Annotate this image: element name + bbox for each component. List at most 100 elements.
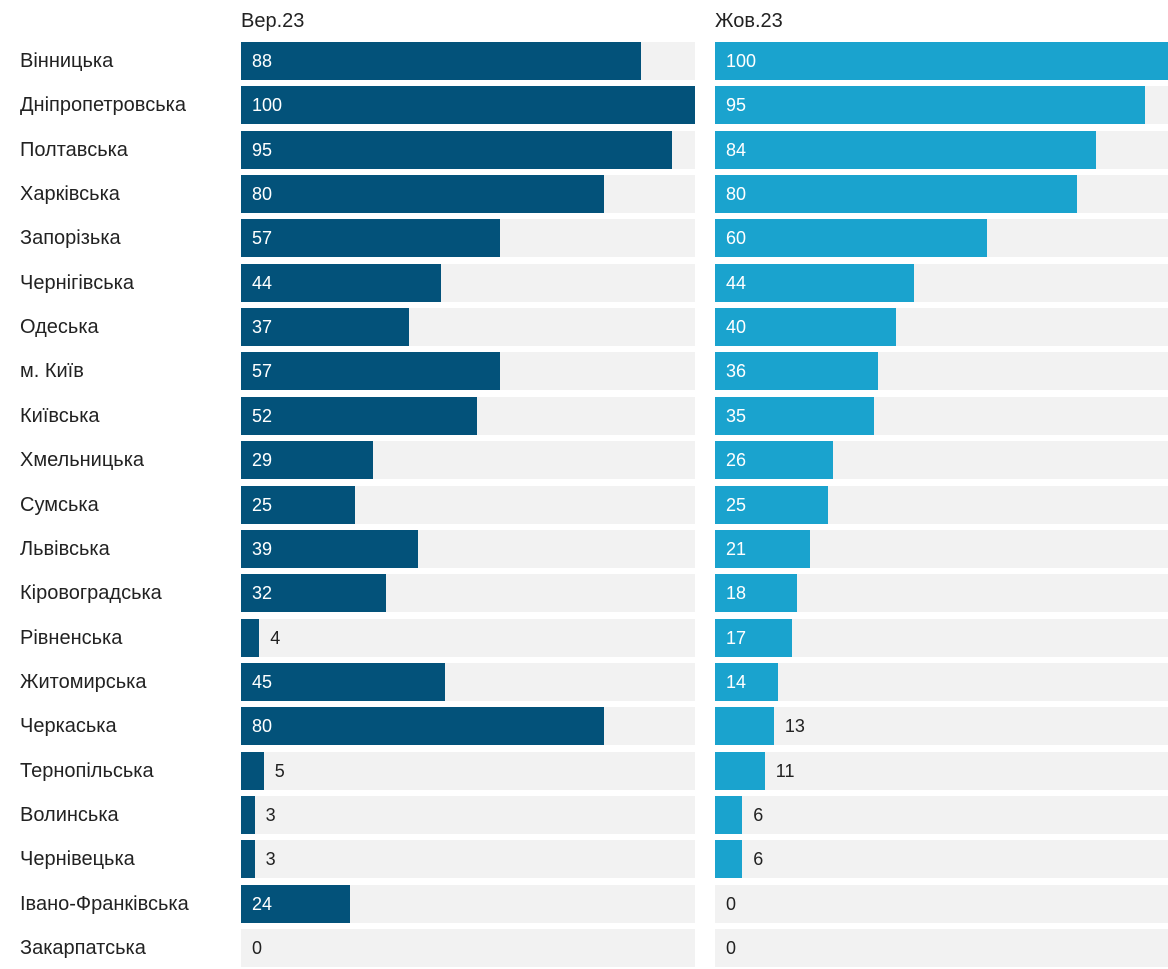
category-label: Запорізька	[20, 227, 121, 249]
category-label: Дніпропетровська	[20, 94, 186, 116]
bar	[241, 707, 605, 745]
bar-value-label: 5	[274, 761, 285, 781]
bar-value-label: 84	[726, 140, 747, 160]
bar-value-label: 100	[726, 51, 757, 71]
bar	[715, 486, 829, 524]
bar	[715, 796, 743, 834]
bar-value-label: 6	[753, 805, 764, 825]
bar	[715, 86, 1146, 124]
bar-value-label: 52	[252, 406, 273, 426]
bar	[715, 42, 1168, 80]
category-label: Івано-Франківська	[20, 893, 189, 915]
category-label: Одеська	[20, 316, 99, 338]
bar-value-label: 0	[726, 938, 737, 958]
bar	[715, 840, 743, 878]
bar-value-label: 95	[252, 140, 273, 160]
bar-track	[241, 619, 695, 657]
bar	[715, 397, 874, 435]
bar	[715, 219, 987, 257]
bar-value-label: 45	[252, 672, 273, 692]
bar	[241, 175, 605, 213]
bar-track	[715, 840, 1168, 878]
bar-value-label: 4	[270, 628, 281, 648]
bar	[715, 264, 915, 302]
bar-track	[715, 752, 1168, 790]
bar-track	[241, 840, 695, 878]
bar-value-label: 35	[726, 406, 747, 426]
bar	[241, 885, 350, 923]
category-label: Закарпатська	[20, 937, 146, 959]
bar-value-label: 13	[784, 716, 805, 736]
bar	[715, 175, 1078, 213]
bar-value-label: 17	[726, 628, 747, 648]
bar-value-label: 11	[775, 761, 795, 781]
bar	[715, 131, 1096, 169]
bar-value-label: 80	[252, 716, 273, 736]
bar	[241, 352, 500, 390]
category-label: Кіровоградська	[20, 582, 162, 604]
bar	[241, 441, 373, 479]
bar-value-label: 80	[252, 184, 273, 204]
bar	[715, 530, 811, 568]
bar	[715, 574, 797, 612]
bar-value-label: 18	[726, 583, 747, 603]
category-label: Вінницька	[20, 50, 114, 72]
category-label: Рівненська	[20, 627, 123, 649]
bar-value-label: 60	[726, 228, 747, 248]
bar	[241, 663, 446, 701]
bar-value-label: 26	[726, 450, 747, 470]
bar-value-label: 24	[252, 894, 273, 914]
bar-value-label: 0	[726, 894, 737, 914]
bar-track	[241, 796, 695, 834]
category-label: Чернівецька	[20, 848, 135, 870]
bar	[241, 619, 260, 657]
bar	[715, 308, 897, 346]
category-label: Харківська	[20, 183, 120, 205]
category-label: Київська	[20, 405, 100, 427]
bar	[241, 574, 387, 612]
bar	[715, 619, 792, 657]
bar	[241, 752, 264, 790]
bar-value-label: 88	[252, 51, 273, 71]
bar	[241, 486, 355, 524]
bar	[715, 752, 765, 790]
bar-value-label: 25	[726, 495, 747, 515]
category-label: Чернігівська	[20, 272, 134, 294]
bar	[715, 663, 779, 701]
bar-value-label: 14	[726, 672, 747, 692]
bar-track	[715, 796, 1168, 834]
category-label: Тернопільська	[20, 760, 154, 782]
bar	[241, 219, 500, 257]
bar-value-label: 0	[252, 938, 263, 958]
bar	[241, 42, 641, 80]
bar-value-label: 3	[265, 805, 276, 825]
column-title: Вер.23	[241, 10, 305, 32]
bar	[241, 840, 255, 878]
bar-value-label: 40	[726, 317, 747, 337]
bar-track	[715, 663, 1168, 701]
bar-value-label: 29	[252, 450, 273, 470]
bar-value-label: 32	[252, 583, 273, 603]
category-label: Хмельницька	[20, 449, 145, 471]
bar-value-label: 39	[252, 539, 273, 559]
category-label: Волинська	[20, 804, 119, 826]
bar	[241, 796, 255, 834]
bar	[241, 264, 441, 302]
bar-value-label: 95	[726, 95, 747, 115]
column-title: Жов.23	[715, 10, 783, 32]
bar-value-label: 6	[753, 849, 764, 869]
bar	[715, 441, 833, 479]
bar-value-label: 80	[726, 184, 747, 204]
bar-value-label: 57	[252, 361, 273, 381]
bar-track	[241, 929, 695, 967]
bar	[715, 707, 774, 745]
bar-track	[715, 885, 1168, 923]
bar	[241, 131, 673, 169]
bar-value-label: 57	[252, 228, 273, 248]
bar-track	[241, 752, 695, 790]
category-label: Львівська	[20, 538, 110, 560]
category-label: Житомирська	[20, 671, 147, 693]
bar-value-label: 44	[252, 273, 273, 293]
category-label: Сумська	[20, 494, 99, 516]
